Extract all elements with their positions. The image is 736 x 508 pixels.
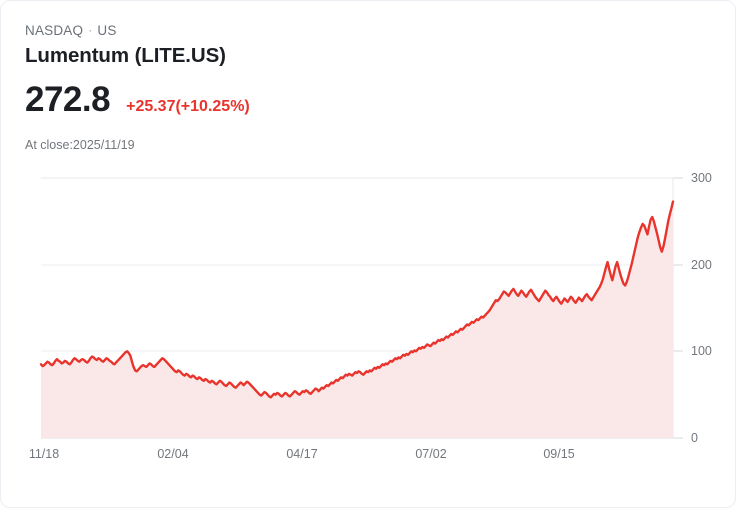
current-price: 272.8	[25, 80, 111, 119]
page-title: Lumentum (LITE.US)	[25, 44, 226, 67]
exchange-name: NASDAQ	[25, 23, 84, 38]
y-axis-labels: 300 200 100 0	[685, 161, 735, 451]
x-axis-tick-3: 07/02	[415, 447, 447, 461]
y-axis-tick-0: 0	[691, 431, 698, 445]
market-close-note: At close:2025/11/19	[25, 138, 135, 152]
x-axis-labels: 11/18 02/04 04/17 07/02 09/15	[1, 447, 735, 471]
x-axis-tick-1: 02/04	[157, 447, 189, 461]
region-code: US	[97, 23, 117, 38]
price-change: +25.37(+10.25%)	[126, 98, 250, 115]
y-axis-tick-200: 200	[691, 258, 712, 272]
price-chart-svg	[39, 177, 683, 439]
price-area-fill	[41, 201, 673, 438]
x-axis-tick-2: 04/17	[286, 447, 318, 461]
x-axis-tick-0: 11/18	[28, 447, 60, 461]
y-axis-tick-100: 100	[691, 344, 712, 358]
quote-header: NASDAQ · US Lumentum (LITE.US)	[25, 21, 711, 70]
price-line	[39, 200, 675, 399]
x-axis-tick-4: 09/15	[543, 447, 575, 461]
y-axis-tick-300: 300	[691, 171, 712, 185]
axis-ticks	[672, 177, 683, 439]
price-row: 272.8 +25.37(+10.25%)	[25, 79, 250, 121]
price-chart[interactable]: 300 200 100 0 11/18 02/04 04/17 07/02 09…	[1, 161, 735, 471]
exchange-region-row: NASDAQ · US	[25, 21, 711, 40]
separator-dot: ·	[88, 23, 93, 37]
